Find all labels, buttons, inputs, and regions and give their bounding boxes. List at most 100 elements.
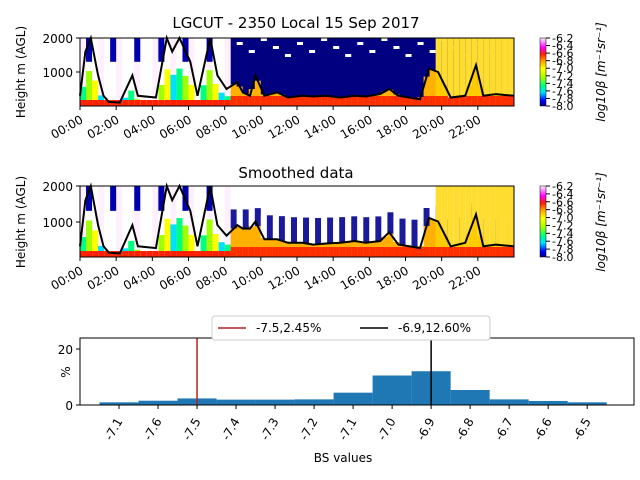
heatmap-cell xyxy=(429,219,437,257)
heatmap-cell xyxy=(248,208,256,227)
heatmap-cell xyxy=(333,97,340,106)
heatmap-cell xyxy=(152,38,159,106)
x-tick-label: 00:00 xyxy=(49,112,86,141)
heatmap-cell xyxy=(315,38,322,97)
panel-smoothed-colorbar: -6.2-6.4-6.6-6.8-7.0-7.2-7.4-7.6-7.8-8.0… xyxy=(539,172,608,272)
heatmap-cell xyxy=(200,100,208,106)
heatmap-cell xyxy=(128,90,135,106)
heatmap-cell xyxy=(254,226,262,257)
heatmap-cell xyxy=(92,100,99,106)
heatmap-cell xyxy=(254,247,262,257)
heatmap-cell xyxy=(254,80,262,106)
heatmap-cell xyxy=(158,235,165,257)
heatmap-cell xyxy=(411,186,419,248)
heatmap-cell xyxy=(266,96,274,106)
heatmap-cell xyxy=(176,251,183,257)
heatmap-cell xyxy=(146,100,153,106)
heatmap-cell xyxy=(224,251,232,257)
heatmap-cell xyxy=(272,46,280,49)
heatmap-cell xyxy=(194,100,202,106)
heatmap-cell xyxy=(447,97,455,106)
heatmap-cell xyxy=(471,217,479,257)
heatmap-cell xyxy=(218,186,226,257)
heatmap-cell xyxy=(164,218,171,257)
heatmap-cell xyxy=(297,247,304,257)
heatmap-cell xyxy=(327,247,334,257)
heatmap-cell xyxy=(122,251,129,257)
heatmap-cell xyxy=(230,186,238,229)
heatmap-cell xyxy=(212,84,220,106)
colorbar-tick-label: -6.4 xyxy=(552,40,573,53)
panel-raw-ytick-1000: 1000 xyxy=(42,66,73,80)
heatmap-cell xyxy=(303,186,310,244)
heatmap-cell xyxy=(465,247,473,257)
heatmap-cell xyxy=(495,247,503,257)
heatmap-cell xyxy=(459,186,467,244)
heatmap-cell xyxy=(278,216,286,241)
heatmap-cell xyxy=(158,38,165,62)
heatmap-cell xyxy=(435,247,443,257)
heatmap-cell xyxy=(435,38,443,74)
heatmap-cell xyxy=(351,247,358,257)
heatmap-cell xyxy=(224,38,232,106)
heatmap-cell xyxy=(399,38,406,97)
heatmap-cell xyxy=(339,217,346,243)
heatmap-cell xyxy=(278,247,286,257)
heatmap-cell xyxy=(453,247,461,257)
heatmap-cell xyxy=(459,38,467,97)
x-tick-label: 16:00 xyxy=(338,112,375,141)
heatmap-cell xyxy=(375,186,382,242)
heatmap-cell xyxy=(242,228,250,257)
heatmap-cell xyxy=(423,225,431,257)
heatmap-cell xyxy=(92,251,99,257)
heatmap-cell xyxy=(489,247,497,257)
heatmap-cell xyxy=(495,96,503,106)
heatmap-cell xyxy=(248,50,256,53)
heatmap-cell xyxy=(441,247,449,257)
hist-bars xyxy=(99,371,607,405)
heatmap-cell xyxy=(284,97,292,106)
x-tick-label: 06:00 xyxy=(157,263,194,292)
hist-legend-label-red: -7.5,2.45% xyxy=(256,321,321,335)
panel-smoothed-heatmap xyxy=(80,186,515,257)
heatmap-cell xyxy=(152,251,159,257)
heatmap-cell xyxy=(429,50,437,53)
panel-smoothed-xticks: 00:00 02:00 04:00 06:00 08:00 10:00 12:00 14:00… xyxy=(49,257,483,293)
colorbar-tick-label: -7.0 xyxy=(552,212,573,225)
heatmap-cell xyxy=(278,38,286,95)
heatmap-cell xyxy=(393,96,400,106)
x-tick-label: 16:00 xyxy=(338,263,375,292)
heatmap-cell xyxy=(134,100,141,106)
panel-raw-ylabel: Height m (AGL) xyxy=(14,26,28,118)
hist-bar xyxy=(489,399,529,405)
hist-x-tick-label: -7.2 xyxy=(297,416,321,443)
hist-bar xyxy=(255,399,295,405)
heatmap-cell xyxy=(309,247,316,257)
heatmap-cell xyxy=(266,38,274,95)
heatmap-cell xyxy=(357,186,364,242)
hist-bar xyxy=(450,389,490,405)
heatmap-cell xyxy=(387,247,394,257)
heatmap-cell xyxy=(134,38,141,106)
heatmap-cell xyxy=(92,38,99,106)
colorbar-tick-label: -7.4 xyxy=(552,77,573,90)
panel-smoothed-ytick-2000: 2000 xyxy=(42,180,73,194)
heatmap-cell xyxy=(284,54,292,57)
panel-raw-blh-line xyxy=(79,34,515,104)
heatmap-cell xyxy=(176,217,183,257)
colorbar-tick-label: -7.2 xyxy=(552,219,573,232)
heatmap-cell xyxy=(471,96,479,106)
heatmap-cell xyxy=(303,96,310,106)
heatmap-cell xyxy=(447,38,455,98)
colorbar-tick-label: -8.0 xyxy=(552,251,573,264)
heatmap-cell xyxy=(297,186,304,243)
heatmap-cell xyxy=(363,186,370,243)
heatmap-cell xyxy=(471,186,479,218)
colorbar-tick-label: -7.6 xyxy=(552,235,573,248)
heatmap-cell xyxy=(357,216,364,242)
heatmap-cell xyxy=(327,186,334,244)
colorbar-tick-label: -7.2 xyxy=(552,70,573,83)
heatmap-cell xyxy=(351,216,358,242)
heatmap-cell xyxy=(375,216,382,242)
heatmap-cell xyxy=(92,186,99,257)
